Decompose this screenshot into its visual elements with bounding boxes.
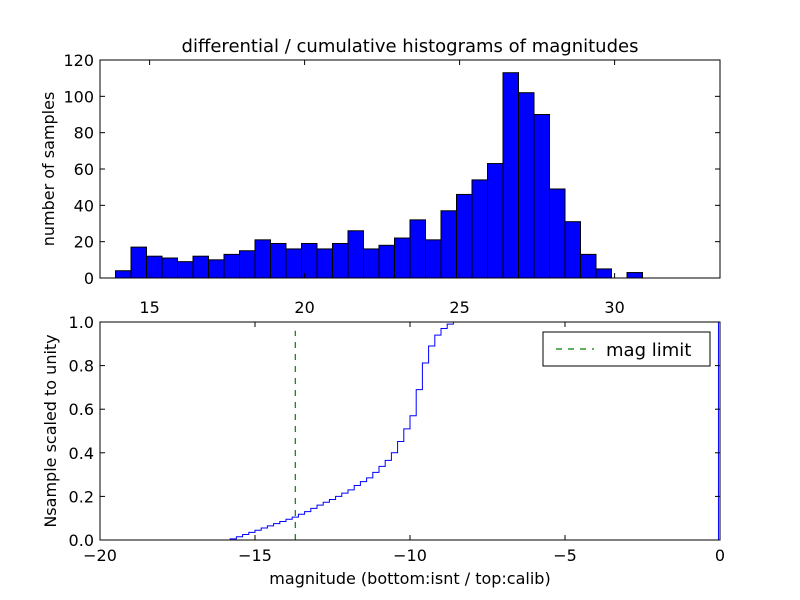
top-y-tick-label: 80 [74, 124, 94, 143]
histogram-bar [301, 242, 318, 279]
bottom-x-tick-label: 0 [715, 546, 725, 565]
histogram-bar [580, 253, 597, 279]
bottom-x-tick-label: −5 [553, 546, 577, 565]
cumulative-line [100, 321, 719, 541]
bottom-x-tick-label: −10 [393, 546, 427, 565]
histogram-bar [161, 257, 178, 279]
top-y-tick-label: 100 [63, 87, 94, 106]
histogram-bar [239, 250, 256, 279]
histogram-bar [549, 188, 566, 279]
top-bars-group [115, 72, 643, 279]
bottom-y-tick-label: 0.2 [69, 487, 94, 506]
histogram-bar [285, 248, 302, 279]
bottom-y-tick-label: 1.0 [69, 313, 94, 332]
histogram-bar [378, 244, 395, 279]
top-y-tick-label: 20 [74, 233, 94, 252]
histogram-bar [177, 261, 194, 279]
histogram-bar [595, 268, 612, 279]
top-x-tick-label: 15 [139, 298, 159, 317]
histogram-bar [487, 163, 504, 279]
histogram-bar [409, 219, 426, 279]
top-y-axis-label: number of samples [39, 92, 58, 247]
histogram-bar [347, 230, 364, 279]
bottom-lines-group [100, 321, 719, 541]
histogram-bar [192, 255, 209, 279]
histogram-bar [130, 246, 147, 279]
bottom-x-tick-label: −15 [238, 546, 272, 565]
histogram-bar [502, 72, 519, 279]
bottom-x-tick-label: −20 [83, 546, 117, 565]
bottom-y-tick-label: 0.8 [69, 357, 94, 376]
legend-label-mag-limit: mag limit [606, 340, 691, 361]
top-ticks-group: 0 20 40 60 80 100 120 15 20 25 30 [63, 51, 720, 317]
histogram-bar [626, 272, 643, 279]
histogram-bar [115, 270, 132, 279]
histogram-bar [518, 92, 535, 279]
bottom-y-tick-label: 0.6 [69, 400, 94, 419]
top-x-tick-label: 30 [604, 298, 624, 317]
bottom-x-axis-label: magnitude (bottom:isnt / top:calib) [269, 569, 550, 588]
histogram-bar [471, 179, 488, 279]
bottom-y-tick-label: 0.0 [69, 531, 94, 550]
top-y-tick-label: 120 [63, 51, 94, 70]
bottom-y-axis-label: Nsample scaled to unity [41, 334, 60, 527]
histogram-bar [146, 255, 163, 279]
histogram-bar [394, 237, 411, 279]
top-x-tick-label: 20 [294, 298, 314, 317]
histogram-bar [208, 259, 225, 279]
histogram-bar [533, 114, 550, 279]
bottom-y-tick-label: 0.4 [69, 444, 94, 463]
histogram-bar [316, 248, 333, 279]
top-chart-title: differential / cumulative histograms of … [182, 36, 639, 57]
histogram-bar [332, 242, 349, 279]
histogram-bar [254, 239, 271, 279]
histogram-bar [564, 221, 581, 279]
legend: mag limit [542, 331, 711, 367]
bottom-ticks-group: 0.0 0.2 0.4 0.6 0.8 1.0 −20 −15 −10 −5 0 [69, 313, 726, 565]
top-y-tick-label: 0 [84, 269, 94, 288]
histogram-bar [363, 248, 380, 279]
top-x-tick-label: 25 [449, 298, 469, 317]
histogram-bar [456, 193, 473, 279]
histogram-bar [223, 253, 240, 279]
top-y-tick-label: 60 [74, 160, 94, 179]
top-y-tick-label: 40 [74, 196, 94, 215]
histogram-bar [440, 210, 457, 279]
histogram-bar [425, 239, 442, 279]
histogram-bar [270, 242, 287, 279]
